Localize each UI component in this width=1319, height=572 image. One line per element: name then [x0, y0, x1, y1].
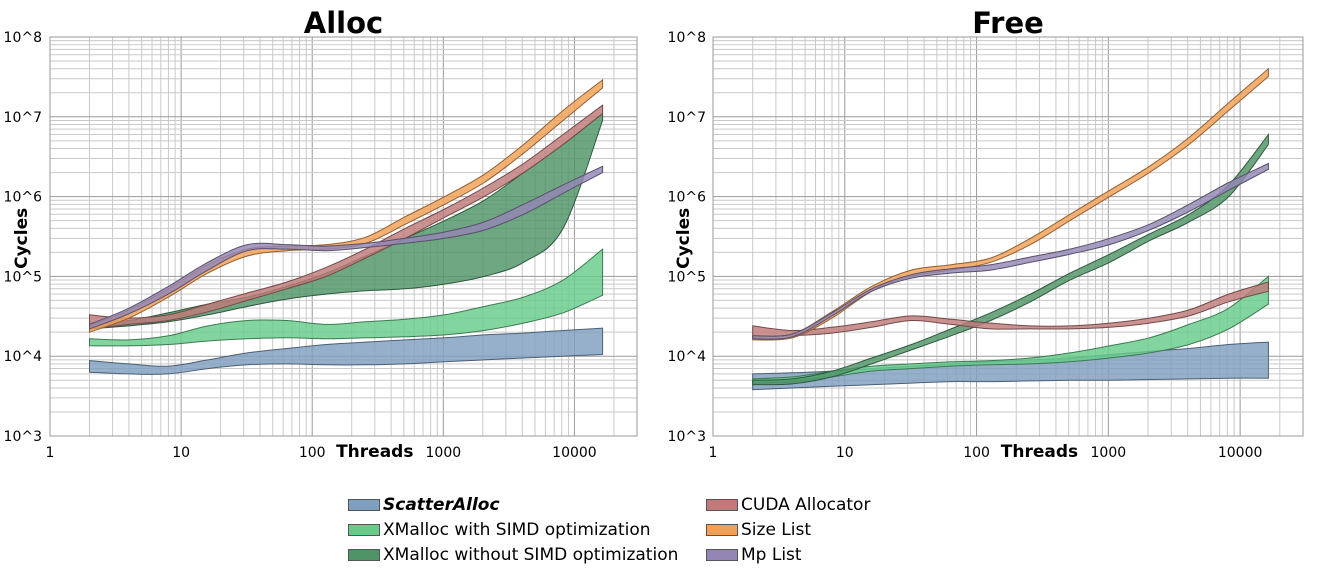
- x-tick-label: 10000: [1218, 445, 1263, 461]
- legend-item-size-list: Size List: [706, 519, 811, 541]
- bands: [89, 78, 604, 375]
- y-ticks: 10^3 10^4 10^5 10^6 10^7 10^8: [4, 30, 43, 445]
- series-band-xmalloc-without-simd-optimization: [752, 133, 1269, 386]
- series-band-cuda-allocator: [752, 281, 1269, 339]
- legend-item-mp-list: Mp List: [706, 544, 802, 566]
- legend-item-xmalloc-simd: XMalloc with SIMD optimization: [348, 519, 651, 541]
- x-ticks: 1 10 100 1000 10000: [46, 445, 597, 461]
- bands: [752, 67, 1269, 391]
- legend-item-xmalloc-nosimd: XMalloc without SIMD optimization: [348, 544, 678, 566]
- legend-item-cuda-allocator: CUDA Allocator: [706, 494, 870, 516]
- x-tick-label: 1000: [426, 445, 462, 461]
- y-ticks: 10^3 10^4 10^5 10^6 10^7 10^8: [668, 30, 707, 445]
- chart-free: 1 10 100 1000 10000 10^3 10^4 10^5 10^6 10^7 10^8 F…: [668, 6, 1304, 462]
- series-band-scatteralloc: [89, 327, 604, 375]
- y-tick-label: 10^6: [668, 190, 707, 206]
- legend-item-scatteralloc: ScatterAlloc: [348, 494, 500, 516]
- series-band-xmalloc-with-simd-optimization: [89, 248, 604, 347]
- y-axis-label: Cycles: [12, 208, 32, 269]
- y-tick-label: 10^4: [4, 349, 43, 365]
- legend-swatch-scatteralloc: [348, 499, 380, 511]
- legend-swatch-xmalloc-nosimd: [348, 549, 380, 561]
- x-tick-label: 100: [963, 445, 990, 461]
- x-ticks: 1 10 100 1000 10000: [709, 445, 1263, 461]
- x-tick-label: 100: [299, 445, 326, 461]
- legend-label-xmalloc-simd: XMalloc with SIMD optimization: [383, 520, 651, 540]
- legend-label-mp-list: Mp List: [741, 545, 802, 565]
- legend-label-scatteralloc: ScatterAlloc: [383, 495, 500, 515]
- legend-label-cuda-allocator: CUDA Allocator: [741, 495, 871, 515]
- series-band-xmalloc-with-simd-optimization: [752, 275, 1269, 384]
- plot-frame: [49, 36, 638, 437]
- y-tick-label: 10^5: [4, 269, 42, 285]
- x-axis-label: Threads: [336, 442, 413, 462]
- legend-swatch-size-list: [706, 524, 738, 536]
- legend-swatch-mp-list: [706, 549, 738, 561]
- plot-frame: [712, 36, 1304, 437]
- figure: 1 10 100 1000 10000 10^3 10^4 10^5 10^6 10^7 10^8 A…: [4, 6, 1304, 462]
- x-tick-label: 10: [836, 445, 854, 461]
- series-band-cuda-allocator: [89, 104, 604, 330]
- x-tick-label: 1: [709, 445, 718, 461]
- legend-label-xmalloc-nosimd: XMalloc without SIMD optimization: [383, 545, 679, 565]
- y-tick-label: 10^5: [668, 269, 706, 285]
- y-tick-label: 10^7: [4, 110, 42, 126]
- x-tick-label: 1: [46, 445, 55, 461]
- y-tick-label: 10^7: [668, 110, 706, 126]
- y-tick-label: 10^8: [4, 30, 42, 46]
- legend-label-size-list: Size List: [741, 520, 812, 540]
- chart-alloc: 1 10 100 1000 10000 10^3 10^4 10^5 10^6 10^7 10^8 A…: [4, 6, 638, 462]
- y-tick-label: 10^8: [668, 30, 706, 46]
- legend-swatch-xmalloc-simd: [348, 524, 380, 536]
- y-tick-label: 10^6: [4, 190, 43, 206]
- series-band-mp-list: [89, 165, 604, 330]
- y-axis-label: Cycles: [674, 208, 694, 269]
- legend: ScatterAlloc XMalloc with SIMD optimizat…: [340, 494, 980, 570]
- series-band-mp-list: [752, 162, 1269, 340]
- y-tick-label: 10^4: [668, 349, 707, 365]
- chart-title: Free: [972, 6, 1044, 40]
- x-axis-label: Threads: [1001, 442, 1078, 462]
- legend-swatch-cuda-allocator: [706, 499, 738, 511]
- y-tick-label: 10^3: [4, 429, 42, 445]
- x-tick-label: 10: [172, 445, 190, 461]
- chart-title: Alloc: [304, 6, 383, 40]
- y-tick-label: 10^3: [668, 429, 706, 445]
- grid: [49, 36, 638, 437]
- x-tick-label: 10000: [552, 445, 597, 461]
- x-tick-label: 1000: [1091, 445, 1127, 461]
